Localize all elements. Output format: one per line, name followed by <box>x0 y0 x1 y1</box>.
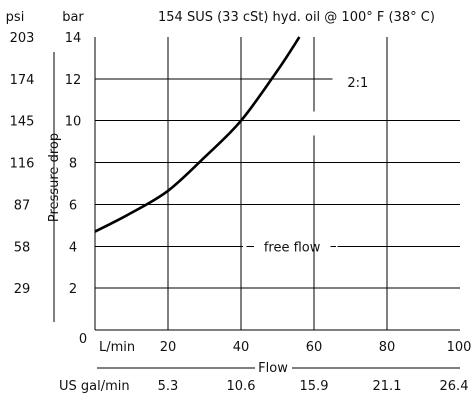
y-tick-label: 12 <box>65 73 82 88</box>
x-tick-label: 60 <box>306 340 323 355</box>
gpm-tick-label: 26.4 <box>440 379 469 394</box>
bar-unit-label: bar <box>62 10 84 25</box>
labels: 154 SUS (33 cSt) hyd. oil @ 100° F (38° … <box>6 10 472 394</box>
y-tick-label: 2 <box>69 282 77 297</box>
x-tick-label: 80 <box>379 340 396 355</box>
ratio-annotation: 2:1 <box>347 76 368 91</box>
chart-title: 154 SUS (33 cSt) hyd. oil @ 100° F (38° … <box>158 10 435 25</box>
series-line-ratio-2-1 <box>94 36 301 233</box>
y-tick-label: 6 <box>69 198 77 213</box>
free-flow-annotation: free flow <box>264 240 321 255</box>
y-tick-label: 10 <box>65 115 82 130</box>
psi-tick-label: 116 <box>10 157 35 172</box>
psi-tick-label: 87 <box>14 198 31 213</box>
psi-tick-label: 203 <box>10 31 35 46</box>
x-tick-label: 20 <box>160 340 177 355</box>
grid <box>95 37 460 330</box>
y-tick-label: 8 <box>69 157 77 172</box>
gpm-tick-label: 5.3 <box>158 379 179 394</box>
x-tick-label-zero: 0 <box>79 332 87 347</box>
gpm-unit-label: US gal/min <box>59 379 130 394</box>
gpm-tick-label: 15.9 <box>300 379 329 394</box>
series-layer <box>94 36 301 233</box>
gpm-tick-label: 10.6 <box>227 379 256 394</box>
x-tick-label: 100 <box>447 340 472 355</box>
psi-tick-label: 145 <box>10 115 35 130</box>
x-unit-label: L/min <box>99 340 135 355</box>
y-tick-label: 4 <box>69 240 77 255</box>
psi-unit-label: psi <box>6 10 25 25</box>
x-tick-label: 40 <box>233 340 250 355</box>
psi-tick-label: 29 <box>14 282 31 297</box>
axes <box>53 37 460 369</box>
y-tick-label: 14 <box>65 31 82 46</box>
psi-tick-label: 174 <box>10 73 35 88</box>
psi-tick-label: 58 <box>14 240 31 255</box>
y-axis-label: Pressure drop <box>47 133 62 222</box>
x-axis-label: Flow <box>258 361 288 376</box>
gpm-tick-label: 21.1 <box>373 379 402 394</box>
